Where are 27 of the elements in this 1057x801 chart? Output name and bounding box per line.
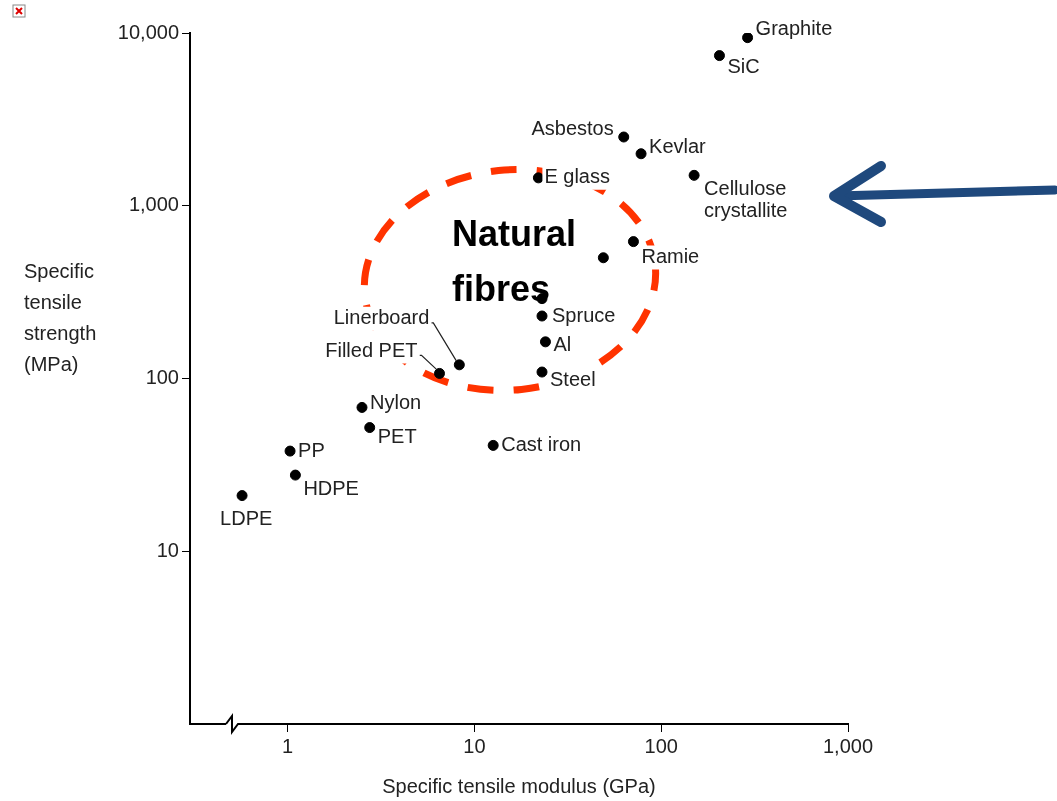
x-tick-label: 10 — [463, 734, 486, 757]
annotation: Nylon — [369, 390, 422, 413]
annotation: Al — [553, 333, 572, 356]
annotation: PP — [298, 438, 325, 461]
annotation: Kevlar — [649, 135, 707, 158]
y-axis-title: Specific tensile strength (MPa) — [24, 259, 98, 377]
annotation: PET — [377, 425, 417, 448]
annotation: Linerboard — [333, 306, 430, 329]
annotation: Steel — [550, 367, 596, 390]
x-tick-label: 1 — [282, 734, 294, 757]
annotation: HDPE — [303, 476, 359, 499]
x-tick-label: 100 — [644, 734, 678, 757]
y-tick-label: 100 — [145, 366, 179, 389]
annotation: Asbestos — [531, 116, 614, 139]
annotation: Filled PET — [325, 338, 418, 361]
x-axis-title: Specific tensile modulus (GPa) — [382, 774, 656, 797]
annotation: LDPE — [220, 507, 273, 530]
y-tick-label: 1,000 — [128, 193, 179, 216]
annotation: E glass — [544, 165, 610, 188]
x-tick-label: 1,000 — [822, 734, 874, 757]
annotation: Cast iron — [501, 432, 582, 455]
annotation: Graphite — [755, 17, 833, 40]
y-tick-label: 10 — [156, 538, 179, 561]
annotation: Cellulose crystallite — [704, 176, 788, 221]
annotation: SiC — [727, 55, 760, 78]
annotation: Ramie — [641, 245, 700, 268]
y-tick-label: 10,000 — [117, 20, 179, 43]
